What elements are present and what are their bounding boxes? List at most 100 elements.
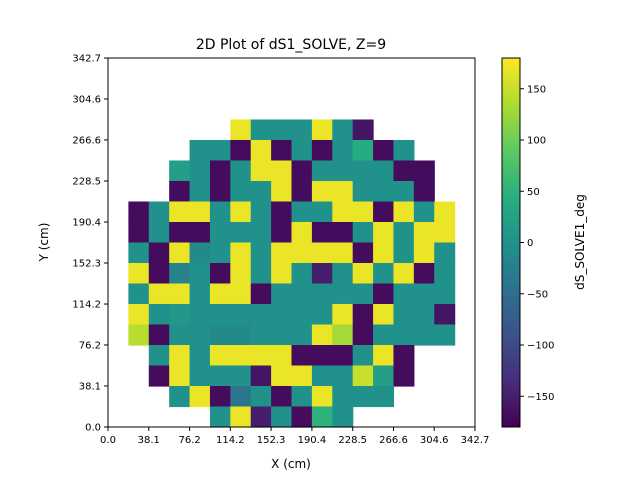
- y-tick-label: 0.0: [85, 423, 101, 434]
- heatmap-cell: [169, 201, 191, 223]
- heatmap-cell: [352, 180, 374, 203]
- x-tick-label: 152.3: [257, 435, 286, 446]
- heatmap-cell: [148, 262, 170, 285]
- heatmap-cell: [332, 221, 354, 244]
- colorbar-tick-label: −100: [527, 341, 554, 352]
- heatmap-cell: [393, 262, 415, 285]
- heatmap-cell: [393, 324, 415, 346]
- heatmap-cell: [271, 160, 293, 182]
- heatmap-cell: [311, 139, 333, 162]
- heatmap-cell: [393, 139, 415, 162]
- heatmap-cell: [352, 303, 374, 326]
- x-tick-label: 304.6: [420, 435, 449, 446]
- heatmap-cell: [209, 160, 231, 182]
- heatmap-cell: [271, 262, 293, 285]
- heatmap-cell: [291, 283, 313, 305]
- heatmap-cell: [352, 386, 374, 408]
- heatmap-cell: [291, 242, 313, 264]
- heatmap-cell: [250, 139, 272, 162]
- y-tick-label: 266.6: [72, 135, 101, 146]
- heatmap-cell: [271, 386, 293, 408]
- x-tick-label: 342.7: [461, 435, 490, 446]
- heatmap-cell: [332, 119, 354, 141]
- heatmap-cell: [373, 303, 395, 326]
- heatmap-cell: [311, 160, 333, 182]
- x-tick-label: 228.5: [338, 435, 367, 446]
- heatmap-cell: [209, 406, 231, 428]
- heatmap-cell: [434, 283, 456, 305]
- heatmap-cell: [209, 201, 231, 223]
- heatmap-cell: [393, 365, 415, 387]
- heatmap-cell: [250, 365, 272, 387]
- heatmap-cell: [209, 365, 231, 387]
- heatmap-cell: [332, 262, 354, 285]
- heatmap-cell: [311, 242, 333, 264]
- heatmap-cell: [393, 242, 415, 264]
- heatmap-cell: [291, 139, 313, 162]
- chart-title: 2D Plot of dS1_SOLVE, Z=9: [196, 37, 386, 53]
- heatmap-cell: [230, 160, 252, 182]
- heatmap-cell: [291, 201, 313, 223]
- heatmap-cell: [291, 345, 313, 367]
- heatmap-cell: [434, 201, 456, 223]
- heatmap-cell: [291, 180, 313, 203]
- heatmap-cell: [352, 221, 374, 244]
- heatmap-cell: [393, 221, 415, 244]
- y-tick-label: 152.3: [72, 259, 101, 270]
- heatmap-cell: [148, 303, 170, 326]
- heatmap-cell: [311, 283, 333, 305]
- y-tick-label: 114.2: [72, 300, 101, 311]
- heatmap-cell: [373, 262, 395, 285]
- x-tick-label: 76.2: [178, 435, 200, 446]
- heatmap-cell: [189, 262, 211, 285]
- heatmap-cell: [352, 345, 374, 367]
- heatmap-cell: [373, 160, 395, 182]
- heatmap-cell: [332, 303, 354, 326]
- heatmap-cell: [413, 160, 435, 182]
- heatmap-cell: [209, 324, 231, 346]
- heatmap-cell: [148, 345, 170, 367]
- heatmap-cell: [169, 242, 191, 264]
- heatmap-cell: [413, 242, 435, 264]
- heatmap-cell: [393, 283, 415, 305]
- heatmap-cell: [209, 386, 231, 408]
- heatmap-cell: [250, 180, 272, 203]
- colorbar: [501, 57, 521, 428]
- heatmap-cell: [393, 303, 415, 326]
- heatmap-cell: [311, 303, 333, 326]
- heatmap-cell: [148, 242, 170, 264]
- heatmap-cell: [352, 242, 374, 264]
- heatmap-cell: [189, 221, 211, 244]
- heatmap-cell: [230, 139, 252, 162]
- heatmap-cell: [209, 303, 231, 326]
- heatmap-cell: [373, 283, 395, 305]
- heatmap-cell: [311, 365, 333, 387]
- heatmap-cells: [128, 119, 456, 428]
- heatmap-cell: [271, 283, 293, 305]
- heatmap-cell: [311, 262, 333, 285]
- colorbar-label: dS_SOLVE1_deg: [573, 194, 587, 290]
- heatmap-cell: [189, 160, 211, 182]
- heatmap-cell: [291, 221, 313, 244]
- heatmap-cell: [209, 221, 231, 244]
- heatmap-cell: [271, 324, 293, 346]
- heatmap-cell: [189, 139, 211, 162]
- heatmap-cell: [250, 242, 272, 264]
- heatmap-cell: [271, 406, 293, 428]
- heatmap-cell: [209, 139, 231, 162]
- heatmap-cell: [230, 406, 252, 428]
- heatmap-cell: [230, 119, 252, 141]
- plot-frame: [107, 57, 476, 428]
- heatmap-cell: [169, 283, 191, 305]
- heatmap-cell: [332, 242, 354, 264]
- heatmap-cell: [189, 283, 211, 305]
- x-tick-label: 0.0: [100, 435, 116, 446]
- x-axis-label: X (cm): [271, 457, 311, 471]
- heatmap-cell: [250, 119, 272, 141]
- heatmap-cell: [413, 201, 435, 223]
- heatmap-cell: [128, 242, 150, 264]
- heatmap-cell: [128, 324, 150, 346]
- heatmap-cell: [352, 139, 374, 162]
- heatmap-cell: [271, 221, 293, 244]
- heatmap-cell: [271, 303, 293, 326]
